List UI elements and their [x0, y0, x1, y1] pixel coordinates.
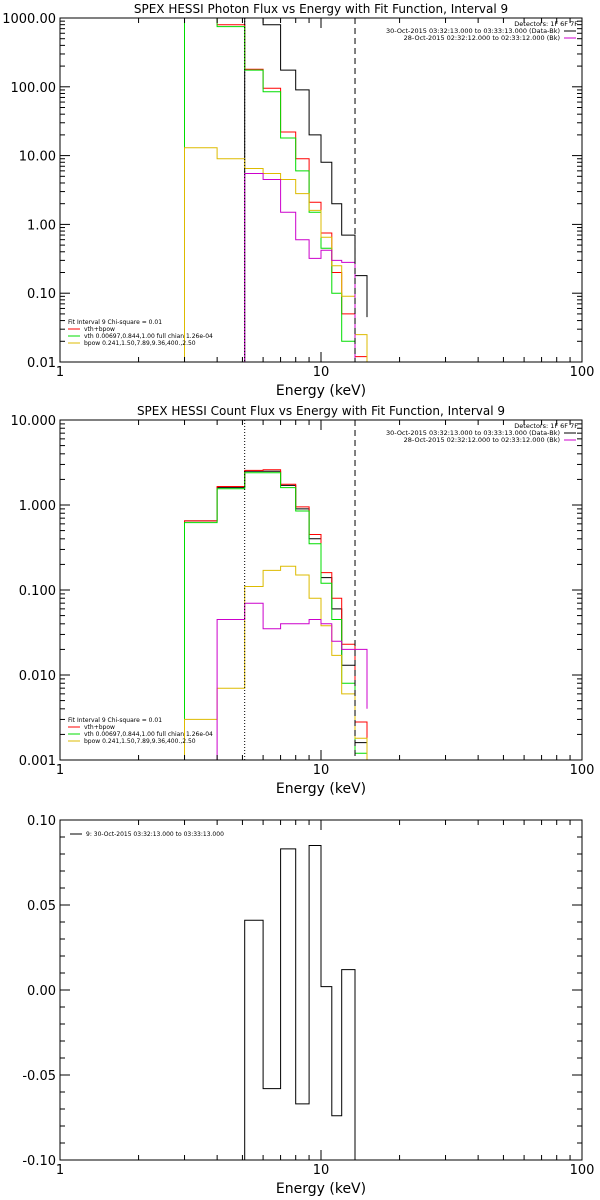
- y-tick-label: 10.00: [19, 150, 56, 165]
- y-tick-label: 0.05: [27, 899, 56, 914]
- header-line: Detectors: 1F 6F 7F: [514, 422, 578, 430]
- y-tick-label: -0.10: [22, 1154, 56, 1169]
- plot-area: [184, 469, 368, 760]
- y-tick-label: 100.00: [11, 81, 57, 96]
- header-line: 30-Oct-2015 03:32:13.000 to 03:33:13.000…: [386, 429, 560, 437]
- x-tick-label: 100: [570, 763, 595, 778]
- plot-frame: [59, 419, 583, 761]
- series-data: [184, 470, 368, 760]
- header-line: 30-Oct-2015 03:32:13.000 to 03:33:13.000…: [386, 27, 560, 35]
- fit-legend-entry: Fit Interval 9 Chi-square = 0.01: [68, 717, 162, 724]
- chart-panel-1: SPEX HESSI Photon Flux vs Energy with Fi…: [2, 2, 594, 399]
- chart-title: SPEX HESSI Photon Flux vs Energy with Fi…: [134, 2, 508, 16]
- x-axis-label: Energy (keV): [276, 781, 366, 797]
- chart-panel-3: 1 10 100 -0.10 -0.05 0.00 0.05 0.10 Energy (keV)…: [22, 814, 594, 1197]
- header-line: Detectors: 1F 6F 7F: [514, 20, 578, 28]
- y-tick-label: 1.00: [27, 218, 56, 233]
- x-tick-label: 100: [570, 365, 595, 380]
- y-tick-label: 0.001: [19, 754, 56, 769]
- series-fit-total: [184, 18, 368, 362]
- fit-legend-entry: bpow 0.241,1.50,7.89,9.36,400.,2.50: [84, 340, 196, 347]
- fit-legend-entry: vth 0.00697,0.844,1.00 full chian 1.26e-…: [84, 731, 213, 738]
- series-bpow: [184, 565, 368, 760]
- header-line: 28-Oct-2015 02:32:12.000 to 02:33:12.000…: [404, 34, 560, 42]
- fit-legend-entry: vth+bpow: [84, 724, 115, 731]
- x-tick-label: 10: [313, 365, 330, 380]
- x-tick-label: 100: [570, 1163, 595, 1178]
- plot-area: [244, 845, 356, 1160]
- y-tick-label: 10.000: [11, 414, 57, 429]
- x-tick-label: 1: [56, 365, 64, 380]
- series-fit-total: [184, 469, 368, 760]
- fit-legend-entry: Fit Interval 9 Chi-square = 0.01: [68, 319, 162, 326]
- plot-area: [184, 18, 368, 362]
- y-tick-label: 1000.00: [2, 12, 56, 27]
- fit-legend-entry: bpow 0.241,1.50,7.89,9.36,400.,2.50: [84, 738, 196, 745]
- series-vth: [184, 18, 367, 362]
- chart-title: SPEX HESSI Count Flux vs Energy with Fit…: [137, 404, 505, 418]
- series-data: [244, 845, 356, 1160]
- y-tick-label: 0.01: [27, 356, 56, 371]
- header-line: 28-Oct-2015 02:32:12.000 to 02:33:12.000…: [404, 436, 560, 444]
- y-tick-label: 0.010: [19, 669, 56, 684]
- chart-panel-2: SPEX HESSI Count Flux vs Energy with Fit…: [11, 404, 595, 797]
- series-vth: [184, 472, 368, 760]
- y-tick-label: 0.100: [19, 584, 56, 599]
- legend-entry: 9: 30-Oct-2015 03:32:13.000 to 03:33:13.…: [86, 831, 224, 838]
- x-tick-label: 1: [56, 763, 64, 778]
- y-tick-label: 0.10: [27, 814, 56, 829]
- y-tick-label: -0.05: [22, 1069, 56, 1084]
- y-tick-label: 0.10: [27, 287, 56, 302]
- y-tick-label: 1.000: [19, 499, 56, 514]
- plot-frame: [59, 17, 583, 363]
- y-tick-label: 0.00: [27, 984, 56, 999]
- fit-legend-entry: vth 0.00697,0.844,1.00 full chian 1.26e-…: [84, 333, 213, 340]
- series-background: [216, 602, 368, 760]
- x-axis-label: Energy (keV): [276, 383, 366, 399]
- series-data: [244, 18, 368, 362]
- x-tick-label: 10: [313, 763, 330, 778]
- fit-legend-entry: vth+bpow: [84, 326, 115, 333]
- x-tick-label: 10: [313, 1163, 330, 1178]
- series-bpow: [184, 147, 368, 362]
- x-axis-label: Energy (keV): [276, 1181, 366, 1197]
- x-tick-label: 1: [56, 1163, 64, 1178]
- series-background: [244, 173, 356, 362]
